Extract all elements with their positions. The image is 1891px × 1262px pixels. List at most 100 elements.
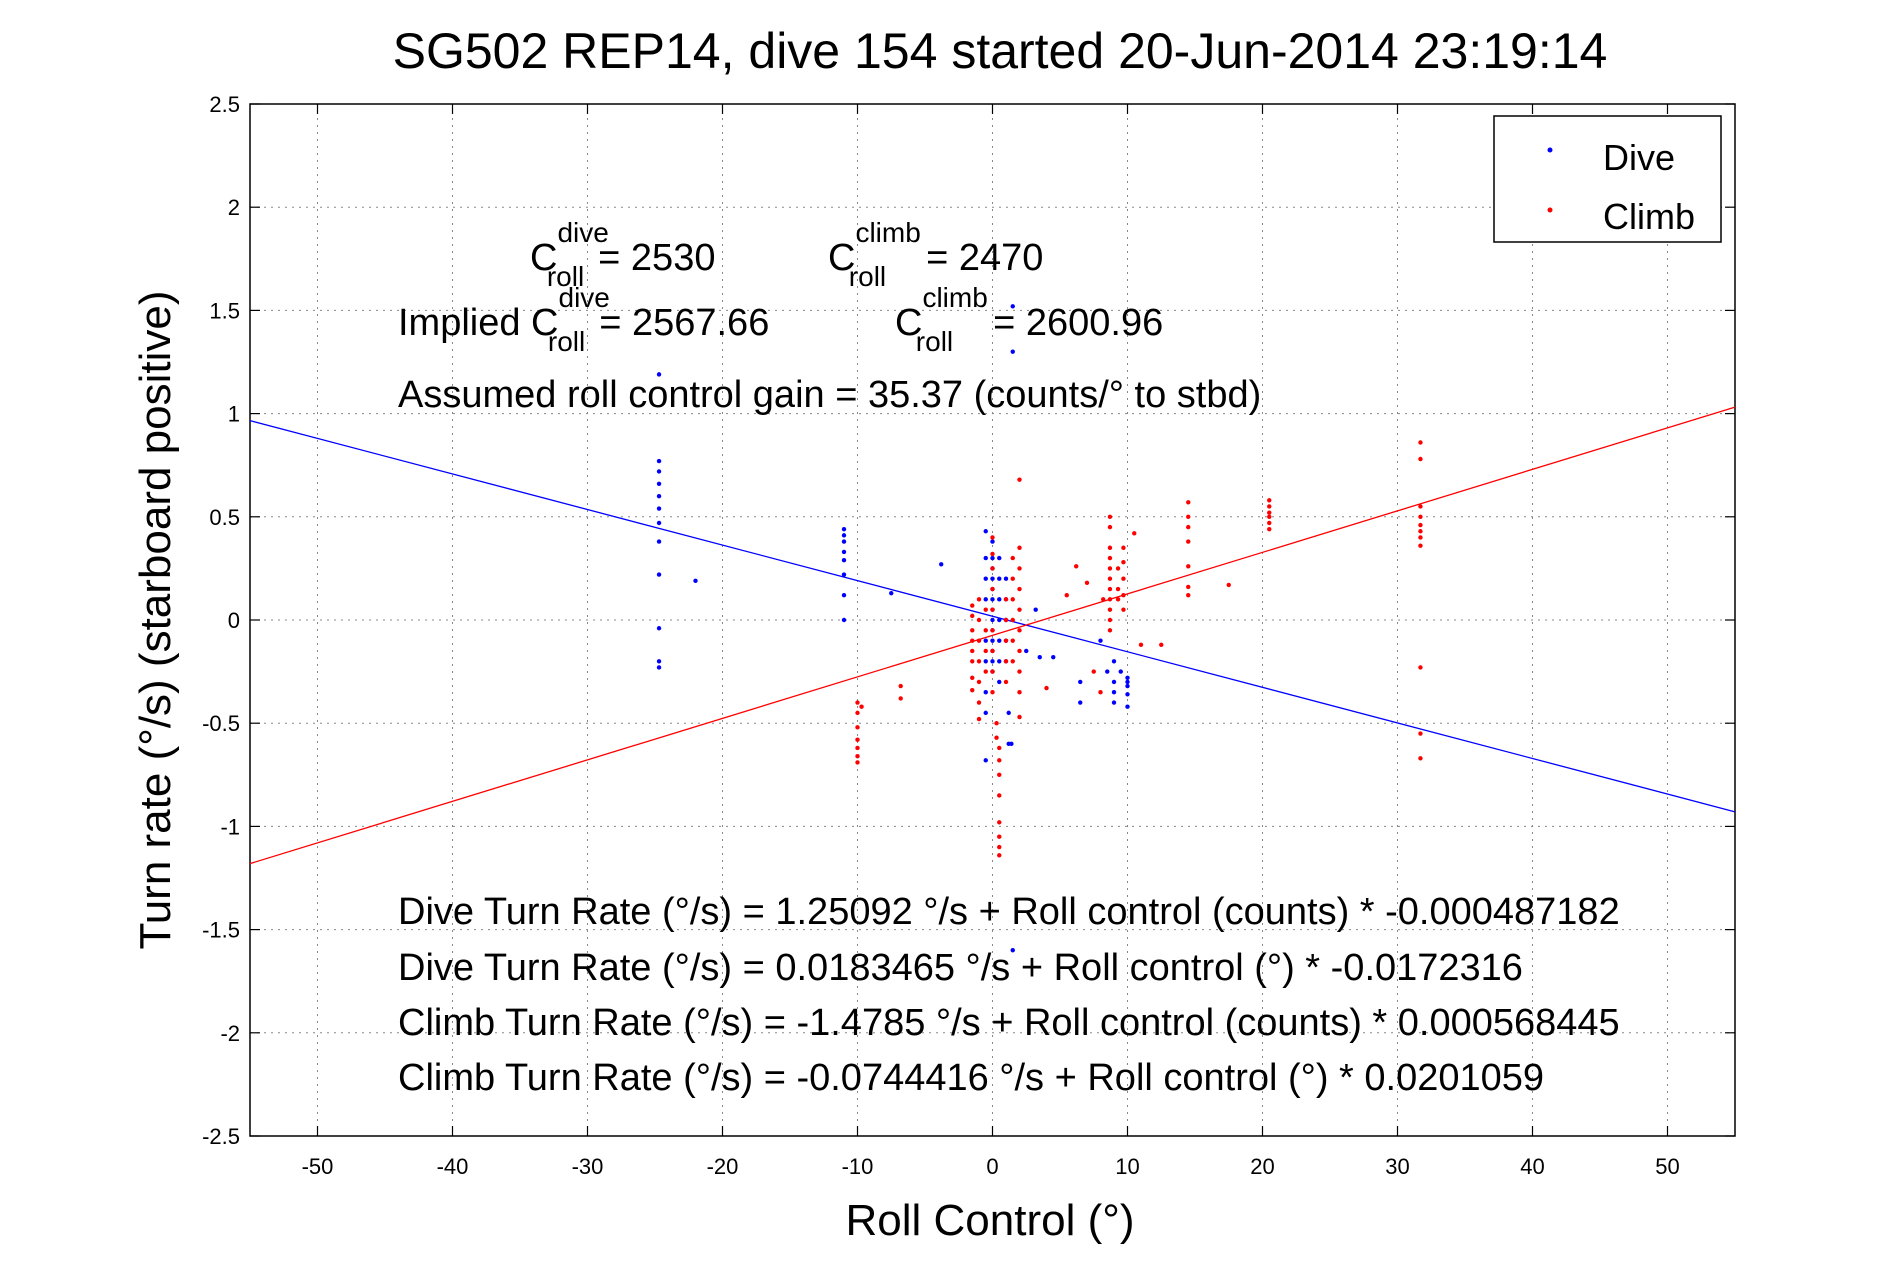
dive-point xyxy=(841,593,847,598)
dive-point xyxy=(841,533,847,538)
climb-point xyxy=(976,597,982,602)
y-tick-label: 0.5 xyxy=(209,505,240,530)
climb-point xyxy=(1115,597,1121,602)
x-tick-label: 20 xyxy=(1250,1154,1274,1179)
dive-point xyxy=(656,493,662,499)
dive-point xyxy=(656,659,662,664)
climb-point xyxy=(1107,617,1113,623)
climb-point xyxy=(1017,669,1022,674)
climb-point xyxy=(1107,524,1113,530)
climb-point xyxy=(1115,566,1121,571)
climb-point xyxy=(1017,714,1022,720)
dive-point xyxy=(656,458,662,464)
implied-climb-sub: roll xyxy=(916,326,953,357)
climb-point xyxy=(983,607,988,612)
climb-point xyxy=(1186,500,1191,505)
climb-point xyxy=(1010,638,1015,643)
climb-point xyxy=(1107,566,1113,571)
climb-point xyxy=(1074,564,1079,569)
fit-lines xyxy=(249,406,1736,865)
dive-point xyxy=(983,529,988,534)
dive-point xyxy=(1125,704,1130,709)
climb-point xyxy=(990,690,995,695)
climb-point xyxy=(983,628,988,633)
y-tick-label: -2.5 xyxy=(202,1124,240,1149)
dive-point xyxy=(983,555,988,561)
climb-point xyxy=(994,721,999,726)
climb-fit-line xyxy=(249,406,1736,865)
climb-point xyxy=(1010,597,1015,602)
climb-point xyxy=(1115,586,1121,592)
climb-point xyxy=(990,535,995,540)
climb-point xyxy=(970,613,975,619)
climb-point xyxy=(855,700,860,705)
dive-point xyxy=(841,572,847,577)
implied-climb-letter: C xyxy=(895,302,922,344)
climb-point xyxy=(1010,659,1015,664)
dive-point xyxy=(983,659,988,664)
dive-point xyxy=(939,562,944,567)
climb-point xyxy=(855,737,860,742)
implied-annotation: Implied Cdive roll = 2567.66 xyxy=(398,282,769,357)
climb-point xyxy=(997,853,1002,858)
climb-point xyxy=(997,844,1002,850)
y-tick-label: 2.5 xyxy=(209,92,240,117)
climb-point xyxy=(855,754,860,759)
climb-point xyxy=(1107,628,1113,633)
x-tick-label: 40 xyxy=(1520,1154,1544,1179)
climb-point xyxy=(1159,642,1164,647)
x-axis-label: Roll Control (°) xyxy=(846,1196,1135,1245)
climb-point xyxy=(970,675,975,680)
dive-point xyxy=(983,758,988,763)
climb-point xyxy=(1107,607,1113,612)
climb-point xyxy=(1044,685,1049,691)
climb-point xyxy=(1121,576,1126,581)
y-tick-label: 1 xyxy=(228,402,240,427)
climb-point xyxy=(1098,690,1103,695)
climb-point xyxy=(1017,566,1022,571)
climb-point xyxy=(1267,514,1272,519)
dive-point xyxy=(983,710,988,716)
dive-point xyxy=(1033,607,1038,612)
climb-point xyxy=(1186,524,1191,530)
climb-point xyxy=(1121,545,1126,550)
dive-point xyxy=(983,576,988,581)
climb-point xyxy=(983,648,988,654)
climb-point xyxy=(976,679,982,685)
climb-point xyxy=(1418,456,1423,462)
climb-point xyxy=(1017,477,1022,482)
climb-point xyxy=(1010,555,1015,561)
c-climb-annotation: Cclimb roll = 2470 xyxy=(828,217,1043,292)
climb-point xyxy=(1121,593,1126,598)
climb-point xyxy=(855,760,860,765)
dive-point xyxy=(990,638,995,643)
climb-point xyxy=(990,669,995,674)
dive-point xyxy=(889,590,894,596)
climb-point xyxy=(1107,597,1113,602)
climb-point xyxy=(994,735,999,740)
climb-point xyxy=(1003,597,1009,602)
dive-point xyxy=(1051,654,1056,660)
climb-point xyxy=(997,834,1002,839)
climb-point xyxy=(997,820,1002,825)
dive-point xyxy=(841,617,847,623)
climb-point xyxy=(976,716,982,722)
climb-point xyxy=(1003,659,1009,664)
climb-point xyxy=(1418,514,1423,519)
x-tick-label: 0 xyxy=(986,1154,998,1179)
dive-point xyxy=(1125,679,1130,685)
climb-point xyxy=(976,638,982,643)
equation-climb-degrees: Climb Turn Rate (°/s) = -0.0744416 °/s +… xyxy=(398,1057,1544,1099)
legend-label-dive: Dive xyxy=(1603,137,1675,178)
dive-point xyxy=(656,481,662,486)
dive-point xyxy=(841,549,847,555)
dive-point xyxy=(1111,679,1117,685)
climb-point xyxy=(1186,539,1191,544)
x-tick-label: -30 xyxy=(572,1154,604,1179)
x-tick-label: -50 xyxy=(302,1154,334,1179)
y-axis-ticks: 2.5 2 1.5 1 0.5 0 -0.5 -1 -1.5 -2 -2.5 xyxy=(202,92,1735,1149)
dive-point xyxy=(656,469,662,474)
dive-point xyxy=(997,555,1002,561)
climb-point xyxy=(1003,617,1009,623)
